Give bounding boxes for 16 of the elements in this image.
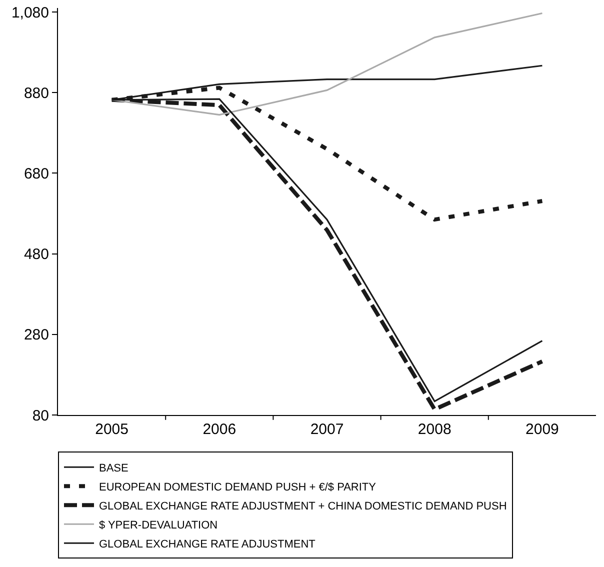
legend-label: GLOBAL EXCHANGE RATE ADJUSTMENT (99, 538, 316, 550)
legend-label: EUROPEAN DOMESTIC DEMAND PUSH + €/$ PARITY (99, 481, 377, 494)
x-tick-label: 2005 (95, 421, 128, 438)
y-tick-label: 280 (24, 326, 49, 344)
x-tick-label: 2006 (202, 421, 236, 438)
y-tick-label: 480 (24, 246, 49, 264)
x-tick-label: 2008 (418, 421, 452, 438)
y-tick-label: 1,080 (11, 4, 49, 22)
x-tick-label: 2009 (526, 421, 559, 438)
y-tick-label: 680 (24, 165, 49, 182)
legend-label: $ YPER-DEVALUATION (99, 519, 218, 532)
y-tick-label: 880 (24, 84, 49, 102)
y-tick-label: 80 (32, 407, 49, 424)
legend-label: GLOBAL EXCHANGE RATE ADJUSTMENT + CHINA DOMESTIC DEMAND PUSH (99, 500, 507, 512)
legend-label: BASE (99, 462, 128, 474)
x-tick-label: 2007 (310, 421, 344, 438)
